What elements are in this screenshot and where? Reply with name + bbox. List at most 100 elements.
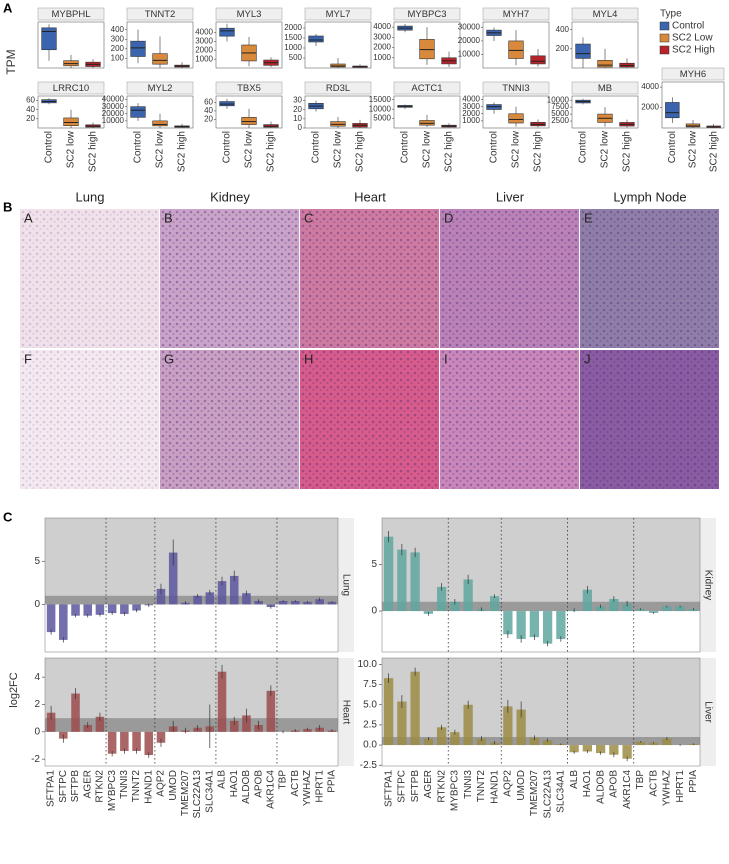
y-tick-label: 3000 bbox=[462, 102, 480, 111]
chart-title: ACTC1 bbox=[411, 83, 442, 94]
y-tick-label: -2.5 bbox=[360, 760, 378, 771]
threshold-band bbox=[382, 736, 700, 746]
y-tick-label: 60 bbox=[26, 96, 35, 105]
x-tick-label: SC2 low bbox=[333, 130, 344, 168]
bar bbox=[156, 731, 166, 743]
bar bbox=[436, 727, 447, 746]
column-header: Kidney bbox=[210, 189, 250, 204]
bar bbox=[71, 693, 80, 732]
y-tick-label: 1000 bbox=[195, 54, 213, 63]
x-tick-label: SLC22A13 bbox=[542, 770, 553, 819]
bar bbox=[423, 738, 434, 746]
y-tick-label: 2000 bbox=[284, 23, 302, 32]
y-tick-label: 20000 bbox=[102, 109, 125, 118]
x-tick-label: TNNT2 bbox=[476, 770, 487, 803]
bar bbox=[542, 611, 553, 644]
x-tick-label: SFTPC bbox=[58, 770, 69, 803]
y-tick-label: 40 bbox=[204, 106, 213, 115]
y-tick-label: 4000 bbox=[373, 22, 391, 31]
x-tick-label: RTKN2 bbox=[95, 770, 106, 803]
image-letter: H bbox=[304, 351, 313, 366]
x-tick-label: TBP bbox=[635, 770, 646, 790]
chart-title: LRRC10 bbox=[53, 83, 89, 94]
legend-swatch bbox=[659, 21, 670, 31]
bar bbox=[516, 709, 526, 746]
x-tick-label: HPRT1 bbox=[314, 770, 325, 803]
bar bbox=[278, 600, 288, 605]
chart-title: TNNI3 bbox=[502, 83, 529, 94]
column-header: Lung bbox=[76, 189, 105, 204]
x-tick-label: AQP2 bbox=[503, 770, 514, 797]
bar bbox=[609, 598, 619, 612]
bar bbox=[556, 611, 566, 639]
bar bbox=[71, 604, 80, 616]
bar bbox=[450, 601, 460, 612]
y-tick-label: 500 bbox=[289, 53, 303, 62]
legend-title: Type bbox=[660, 9, 682, 20]
bar bbox=[542, 740, 553, 746]
strip bbox=[37, 81, 105, 95]
facet-label: Heart bbox=[340, 700, 351, 725]
plot-bg bbox=[382, 518, 700, 612]
bar bbox=[582, 589, 593, 612]
bar bbox=[229, 720, 239, 732]
x-tick-label: UMOD bbox=[168, 770, 179, 801]
legend-label: SC2 High bbox=[672, 45, 715, 56]
x-tick-label: TNNT2 bbox=[131, 770, 142, 803]
strip bbox=[571, 7, 639, 21]
y-tick-label: 1000 bbox=[462, 116, 480, 125]
chart-title: TBX5 bbox=[237, 83, 261, 94]
y-tick-label: 20000 bbox=[458, 36, 481, 45]
y-tick-label: 100 bbox=[111, 54, 125, 63]
y-tick-label: 3000 bbox=[373, 32, 391, 41]
y-tick-label: 4000 bbox=[641, 82, 659, 91]
facet-label: Lung bbox=[340, 574, 351, 596]
y-tick-label: 5.0 bbox=[363, 699, 377, 710]
x-tick-label: SC2 high bbox=[533, 131, 544, 172]
bar bbox=[193, 595, 202, 605]
threshold-band bbox=[45, 595, 338, 605]
image-letter: F bbox=[24, 351, 32, 366]
x-tick-label: SC2 low bbox=[244, 130, 255, 168]
x-tick-label: RTKN2 bbox=[436, 770, 447, 803]
box bbox=[419, 39, 435, 60]
x-tick-label: SC2 low bbox=[66, 130, 77, 168]
y-tick-label: 2000 bbox=[462, 109, 480, 118]
image-letter: D bbox=[444, 210, 453, 225]
x-tick-label: APOB bbox=[253, 770, 264, 798]
panel-label: A bbox=[3, 0, 13, 15]
plot-frame bbox=[381, 517, 701, 653]
y-tick-label: 2000 bbox=[373, 43, 391, 52]
x-tick-label: AGER bbox=[82, 770, 93, 798]
strip bbox=[571, 81, 639, 95]
bar bbox=[156, 588, 166, 605]
box bbox=[575, 43, 591, 59]
histology-texture bbox=[440, 209, 579, 348]
x-tick-label: SC2 low bbox=[422, 130, 433, 168]
y-tick-label: 4000 bbox=[195, 28, 213, 37]
chart-title: MYBPHL bbox=[51, 9, 90, 20]
box bbox=[130, 106, 146, 118]
y-tick-label: 7500 bbox=[551, 102, 569, 111]
x-tick-label: MYBPC3 bbox=[107, 770, 118, 812]
bar bbox=[132, 731, 141, 751]
bar bbox=[242, 715, 251, 732]
x-tick-label: SC2 high bbox=[622, 131, 633, 172]
x-tick-label: SFTPA1 bbox=[383, 770, 394, 807]
x-tick-label: SC2 high bbox=[708, 131, 719, 172]
chart-title: MYBPC3 bbox=[407, 9, 446, 20]
y-tick-label: 2000 bbox=[195, 45, 213, 54]
bar bbox=[107, 604, 117, 614]
x-tick-label: Control bbox=[667, 131, 678, 163]
facet-label: Kidney bbox=[702, 570, 713, 601]
x-tick-label: SLC34A1 bbox=[204, 770, 215, 813]
strip bbox=[126, 81, 194, 95]
image-letter: E bbox=[584, 210, 593, 225]
histology-texture bbox=[440, 350, 579, 489]
bar bbox=[476, 738, 487, 746]
histology-texture bbox=[300, 350, 439, 489]
x-tick-label: ACTB bbox=[290, 770, 301, 797]
y-tick-label: 10000 bbox=[547, 95, 570, 104]
box bbox=[508, 40, 524, 59]
plot-frame bbox=[381, 657, 701, 767]
